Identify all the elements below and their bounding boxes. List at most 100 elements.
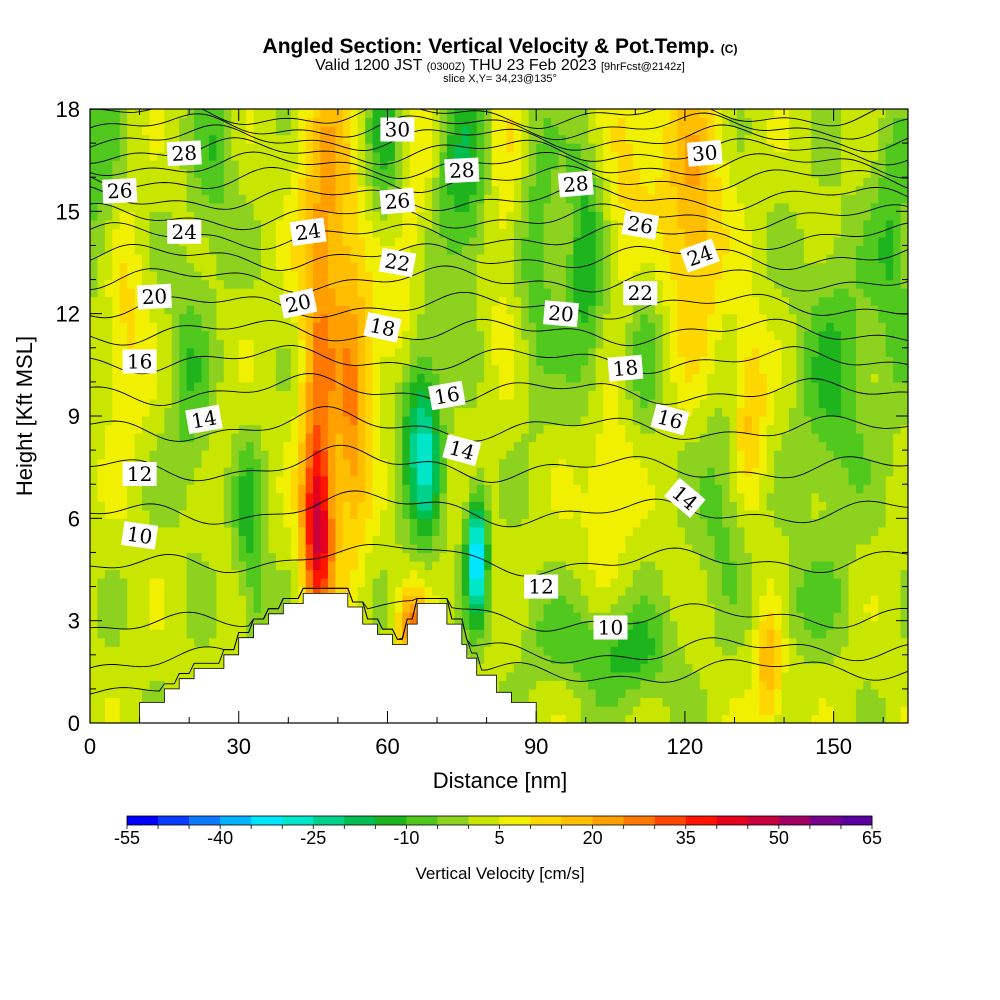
velocity-cell [506, 475, 515, 485]
velocity-cell [484, 219, 493, 229]
velocity-cell [112, 612, 121, 622]
velocity-cell [565, 143, 574, 153]
velocity-cell [342, 416, 351, 426]
velocity-cell [394, 245, 403, 255]
velocity-cell [97, 535, 106, 545]
velocity-cell [216, 262, 225, 272]
velocity-cell [335, 219, 344, 229]
velocity-cell [171, 501, 180, 511]
velocity-cell [580, 364, 589, 374]
velocity-cell [97, 364, 106, 374]
velocity-cell [551, 595, 560, 605]
velocity-cell [454, 313, 463, 323]
velocity-cell [298, 185, 307, 195]
velocity-cell [365, 595, 374, 605]
velocity-cell [149, 501, 158, 511]
velocity-cell [179, 356, 188, 366]
velocity-cell [350, 458, 359, 468]
velocity-cell [313, 347, 322, 357]
velocity-cell [313, 245, 322, 255]
velocity-cell [149, 398, 158, 409]
velocity-cell [119, 160, 128, 170]
velocity-cell [283, 143, 292, 153]
velocity-cell [558, 219, 567, 229]
velocity-cell [90, 620, 99, 630]
velocity-cell [208, 143, 218, 153]
velocity-cell [588, 620, 597, 630]
velocity-cell [588, 654, 597, 664]
velocity-cell [551, 501, 560, 511]
velocity-cell [469, 381, 478, 392]
velocity-cell [305, 339, 314, 349]
velocity-cell [350, 475, 359, 485]
velocity-cell [90, 467, 99, 477]
velocity-cell [372, 364, 381, 374]
velocity-cell [432, 586, 441, 596]
velocity-cell [595, 578, 604, 588]
velocity-cell [90, 109, 99, 119]
velocity-cell [357, 245, 366, 255]
velocity-cell [551, 535, 560, 545]
velocity-cell [402, 211, 411, 221]
velocity-cell [454, 595, 463, 605]
velocity-cell [454, 279, 463, 289]
velocity-cell [104, 313, 113, 323]
velocity-cell [261, 603, 270, 613]
velocity-cell [484, 620, 493, 630]
velocity-cell [253, 126, 262, 136]
velocity-cell [551, 126, 560, 136]
velocity-cell [558, 603, 567, 613]
velocity-cell [97, 245, 106, 255]
velocity-cell [357, 560, 366, 571]
velocity-cell [409, 475, 418, 485]
velocity-cell [127, 552, 136, 562]
velocity-cell [432, 339, 441, 349]
velocity-cell [543, 535, 552, 545]
velocity-cell [350, 271, 359, 281]
chart-title-main: Angled Section: Vertical Velocity & Pot.… [262, 35, 715, 58]
velocity-cell [179, 330, 188, 340]
velocity-cell [112, 663, 121, 673]
velocity-cell [246, 518, 255, 528]
velocity-cell [506, 236, 515, 247]
velocity-cell [409, 526, 418, 536]
velocity-cell [112, 168, 121, 178]
velocity-cell [216, 305, 225, 315]
velocity-cell [104, 330, 113, 340]
velocity-cell [432, 185, 441, 195]
velocity-cell [119, 109, 128, 119]
velocity-cell [446, 347, 455, 357]
velocity-cell [588, 305, 597, 315]
velocity-cell [164, 663, 173, 673]
velocity-cell [231, 535, 240, 545]
velocity-cell [171, 330, 180, 340]
velocity-cell [365, 288, 374, 298]
velocity-cell [417, 407, 426, 417]
velocity-cell [231, 109, 240, 119]
velocity-cell [171, 620, 180, 630]
velocity-cell [357, 467, 366, 477]
velocity-cell [565, 134, 574, 144]
velocity-cell [551, 390, 560, 400]
velocity-cell [119, 339, 128, 349]
velocity-cell [380, 211, 389, 221]
velocity-cell [536, 518, 545, 528]
velocity-cell [580, 390, 589, 400]
velocity-cell [201, 595, 210, 605]
velocity-cell [588, 245, 597, 255]
velocity-cell [335, 177, 344, 187]
velocity-cell [112, 143, 121, 153]
velocity-cell [543, 330, 552, 340]
velocity-cell [186, 441, 195, 451]
velocity-cell [424, 595, 433, 605]
velocity-cell [119, 671, 128, 681]
velocity-cell [551, 671, 560, 681]
velocity-cell [380, 356, 389, 366]
velocity-cell [104, 663, 113, 673]
velocity-cell [543, 501, 552, 511]
velocity-cell [231, 305, 240, 315]
velocity-cell [528, 697, 537, 707]
velocity-cell [342, 185, 351, 195]
velocity-cell [134, 492, 143, 502]
velocity-cell [261, 424, 270, 434]
